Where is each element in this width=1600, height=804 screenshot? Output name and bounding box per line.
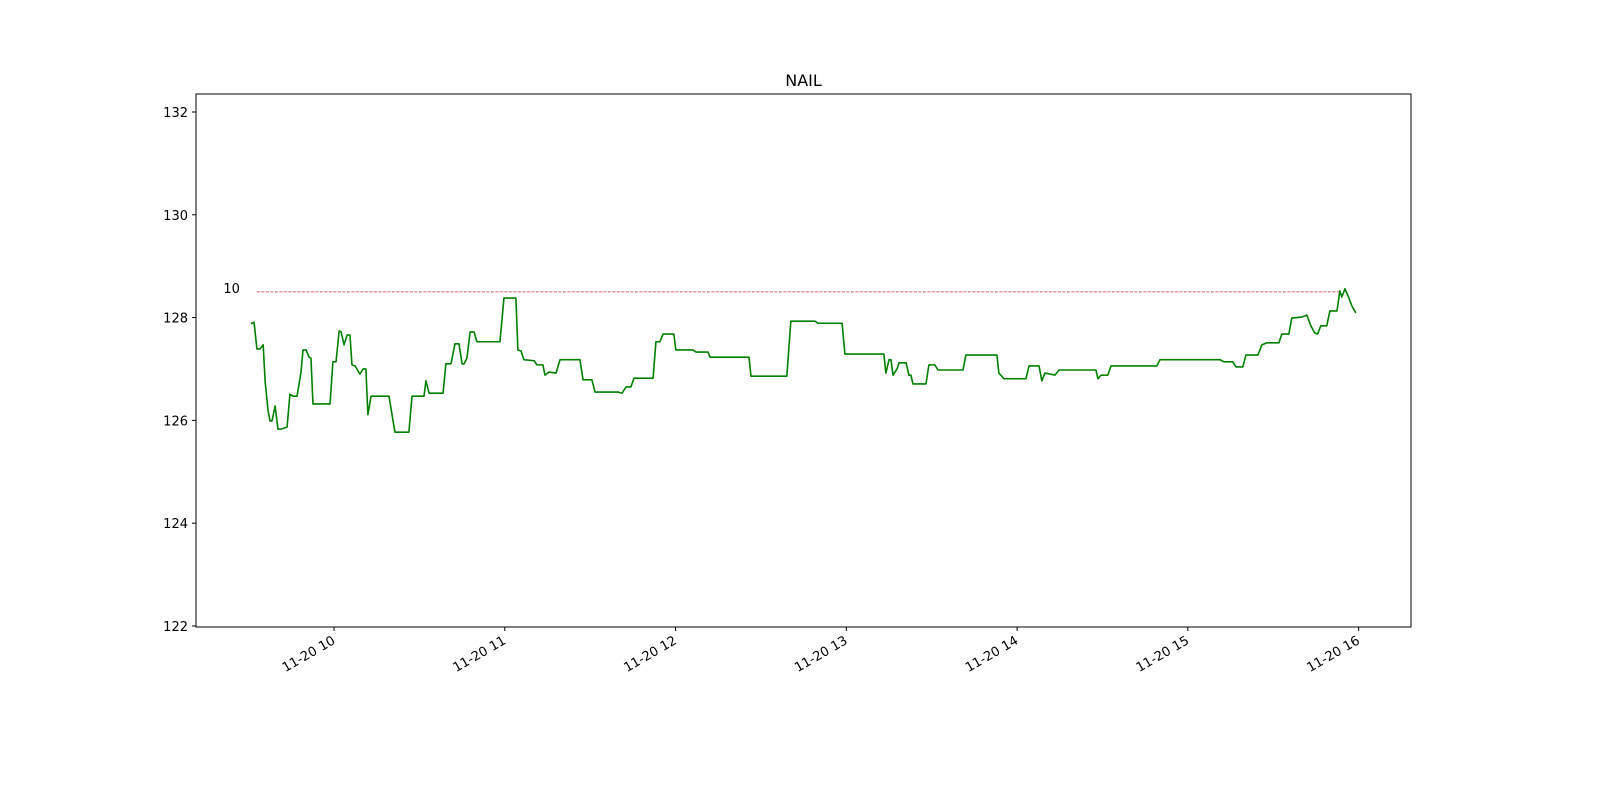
y-tick-label: 128 (163, 312, 188, 327)
y-tick-label: 122 (163, 620, 188, 635)
chart-title: NAIL (785, 71, 822, 90)
price-line (250, 288, 1357, 433)
plot-frame (195, 93, 1412, 628)
y-tick-label: 130 (163, 209, 188, 224)
y-tick-label: 132 (163, 106, 188, 121)
y-tick-label: 126 (163, 414, 188, 429)
reference-label: 10 (223, 282, 240, 297)
y-tick-label: 124 (163, 517, 188, 532)
